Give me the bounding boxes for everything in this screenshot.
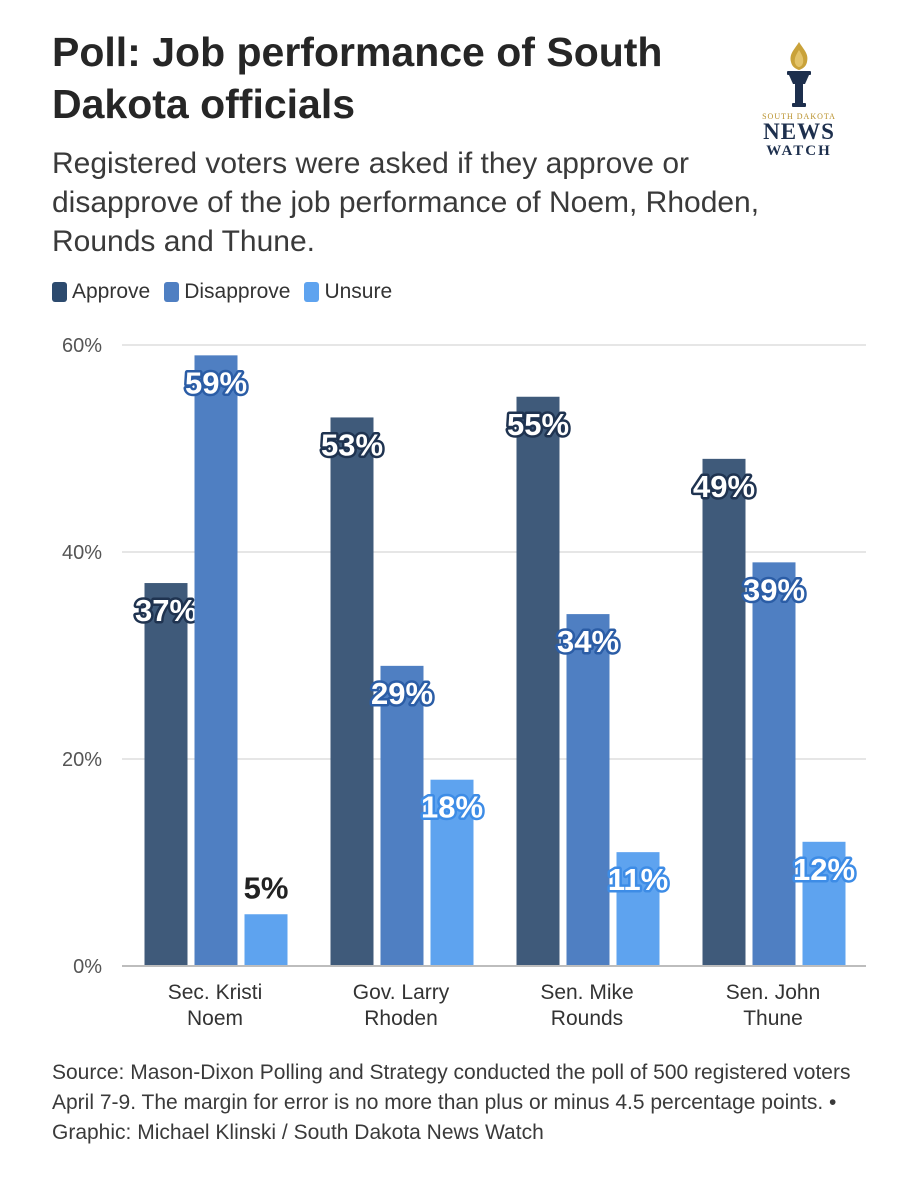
- legend-label-approve: Approve: [72, 280, 151, 303]
- data-label-approve: 37%: [135, 593, 197, 628]
- torch-icon: [787, 42, 811, 107]
- legend-swatch-approve: [52, 282, 67, 302]
- x-category-label: Gov. Larry Rhoden: [353, 981, 450, 1030]
- x-category-label-line: Sec. Kristi: [168, 981, 263, 1004]
- x-category-label-line: Noem: [187, 1007, 243, 1030]
- legend-swatch-unsure: [304, 282, 320, 302]
- x-category-label: Sen. John Thune: [726, 981, 821, 1030]
- chart-subtitle: Registered voters were asked if they app…: [52, 147, 760, 258]
- chart-legend: Approve Disapprove Unsure: [52, 280, 392, 304]
- bar-unsure: [616, 852, 660, 966]
- bar-disapprove: [566, 614, 610, 966]
- data-label-unsure: 5%: [244, 870, 289, 905]
- legend-label-disapprove: Disapprove: [184, 280, 291, 303]
- chart-title: Poll: Job performance of South Dakota of…: [52, 29, 663, 127]
- bar-disapprove: [194, 355, 238, 967]
- bar-approve: [330, 417, 374, 966]
- bar-disapprove: [380, 665, 424, 966]
- bar-unsure: [802, 841, 846, 966]
- data-label-disapprove: 34%: [557, 624, 619, 659]
- legend-item-unsure: Unsure: [304, 280, 392, 304]
- data-label-unsure: 11%: [608, 862, 668, 897]
- source-note: Source: Mason-Dixon Polling and Strategy…: [52, 1061, 851, 1144]
- x-category-label-line: Rhoden: [364, 1007, 438, 1030]
- x-category-label-line: Sen. John: [726, 981, 821, 1004]
- bar-unsure: [244, 914, 288, 966]
- y-tick-label: 0%: [73, 956, 102, 978]
- y-tick-label: 20%: [62, 749, 102, 771]
- bar-disapprove: [752, 562, 796, 966]
- news-watch-logo: SOUTH DAKOTA NEWS WATCH: [744, 40, 854, 159]
- bar-approve: [702, 458, 746, 966]
- bar-chart: 0% 20% 40% 60% 37% 59% 5% Sec. Kristi Noem 53% 29%…: [62, 335, 866, 1030]
- y-tick-label: 40%: [62, 542, 102, 564]
- x-category-label-line: Gov. Larry: [353, 981, 450, 1004]
- x-category-label: Sen. Mike Rounds: [540, 981, 633, 1030]
- data-label-disapprove: 29%: [371, 676, 433, 711]
- bar-unsure: [430, 779, 474, 966]
- legend-swatch-disapprove: [164, 282, 180, 302]
- legend-label-unsure: Unsure: [324, 280, 393, 303]
- logo-news-text: NEWS: [763, 119, 835, 144]
- legend-item-approve: Approve: [52, 280, 150, 304]
- x-category-label-line: Thune: [743, 1007, 803, 1030]
- data-label-approve: 49%: [693, 469, 755, 504]
- data-label-disapprove: 39%: [743, 572, 805, 607]
- data-label-approve: 53%: [321, 427, 383, 462]
- data-label-unsure: 18%: [421, 790, 483, 825]
- logo-state-text: SOUTH DAKOTA: [762, 112, 836, 121]
- x-category-label: Sec. Kristi Noem: [168, 981, 263, 1030]
- bar-approve: [144, 583, 188, 966]
- data-label-unsure: 12%: [793, 852, 855, 887]
- y-tick-label: 60%: [62, 335, 102, 357]
- x-category-label-line: Sen. Mike: [540, 981, 633, 1004]
- logo-watch-text: WATCH: [766, 143, 832, 159]
- legend-item-disapprove: Disapprove: [164, 280, 290, 304]
- x-category-label-line: Rounds: [551, 1007, 623, 1030]
- data-label-disapprove: 59%: [185, 365, 247, 400]
- data-label-approve: 55%: [507, 407, 569, 442]
- bar-approve: [516, 396, 560, 966]
